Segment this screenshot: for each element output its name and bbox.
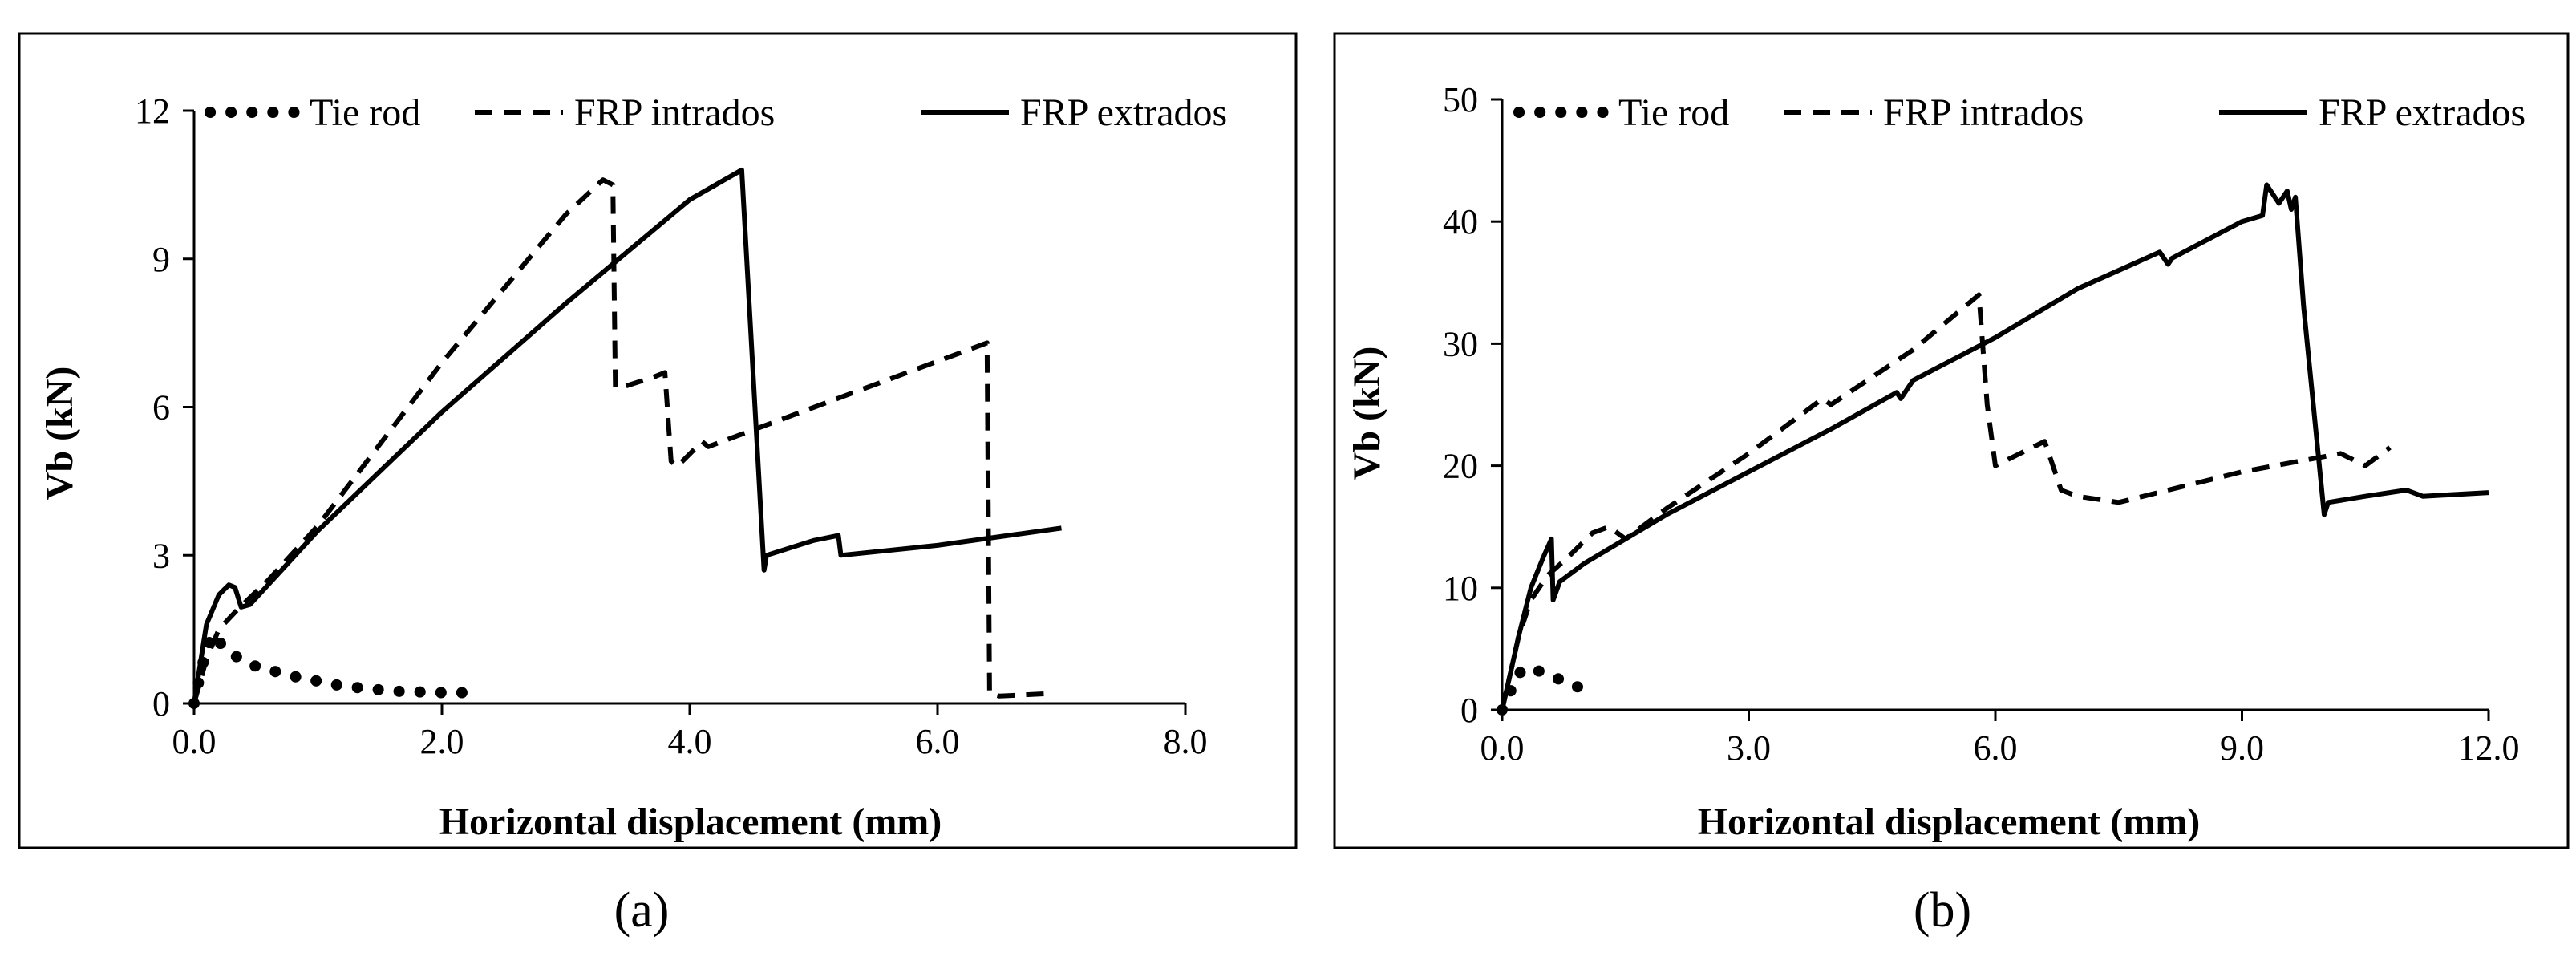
- y-tick-label: 0: [1460, 691, 1478, 730]
- x-tick-label: 9.0: [2220, 728, 2264, 768]
- chart-b-ylabel: Vb (kN): [1346, 347, 1388, 480]
- y-tick-label: 9: [152, 240, 170, 279]
- legend-label-frp-extrados: FRP extrados: [2319, 91, 2525, 134]
- legend-label-frp-intrados: FRP intrados: [574, 91, 775, 134]
- x-tick-label: 3.0: [1727, 728, 1771, 768]
- x-tick-label: 4.0: [668, 722, 712, 761]
- chart-a-ylabel: Vb (kN): [38, 367, 81, 501]
- series-line-frp-intrados: [1500, 292, 2392, 711]
- y-tick-label: 12: [135, 91, 170, 131]
- chart-b-xlabel: Horizontal displacement (mm): [1698, 801, 2201, 843]
- chart-b-svg: 0.0 3.0 6.0 9.0 12.0 0 10 20 30 40 50 Horizontal d…: [1333, 32, 2570, 938]
- x-tick-label: 0.0: [172, 722, 217, 761]
- x-tick-label: 6.0: [916, 722, 960, 761]
- chart-b-plot-area: 0.0 3.0 6.0 9.0 12.0 0 10 20 30 40 50: [1443, 80, 2520, 768]
- x-tick-label: 2.0: [420, 722, 464, 761]
- y-tick-label: 20: [1443, 447, 1478, 486]
- legend-label-frp-extrados: FRP extrados: [1020, 91, 1227, 134]
- x-tick-label: 8.0: [1164, 722, 1208, 761]
- x-tick-label: 0.0: [1480, 728, 1525, 768]
- x-tick-label: 12.0: [2458, 728, 2520, 768]
- chart-a-caption: (a): [614, 883, 670, 938]
- chart-panel-b: 0.0 3.0 6.0 9.0 12.0 0 10 20 30 40 50 Horizontal d…: [1323, 0, 2576, 977]
- y-tick-label: 30: [1443, 324, 1478, 363]
- series-line-tie-rod: [188, 623, 479, 709]
- legend-label-tie-rod: Tie rod: [1618, 91, 1729, 134]
- y-tick-label: 40: [1443, 202, 1478, 241]
- series-line-tie-rod: [1497, 660, 1594, 716]
- chart-b-legend: Tie rod FRP intrados FRP extrados: [1513, 91, 2525, 134]
- series-line-frp-extrados: [192, 167, 1062, 704]
- y-tick-label: 0: [152, 684, 170, 724]
- y-tick-label: 3: [152, 536, 170, 575]
- chart-a-plot-area: 0.0 2.0 4.0 6.0 8.0 0 3 6 9 12: [135, 91, 1208, 761]
- chart-a-legend: Tie rod FRP intrados FRP extrados: [205, 91, 1227, 134]
- legend-label-tie-rod: Tie rod: [310, 91, 420, 134]
- chart-b-frame: [1333, 32, 2570, 849]
- y-tick-label: 50: [1443, 80, 1478, 120]
- y-tick-label: 6: [152, 388, 170, 428]
- series-line-frp-extrados: [1500, 182, 2489, 711]
- y-tick-label: 10: [1443, 569, 1478, 608]
- chart-a-xlabel: Horizontal displacement (mm): [439, 801, 942, 843]
- chart-b-caption: (b): [1914, 883, 1971, 938]
- legend-label-frp-intrados: FRP intrados: [1883, 91, 2084, 134]
- series-line-frp-intrados: [192, 177, 1050, 704]
- chart-a-frame: [18, 32, 1298, 849]
- chart-a-svg: 0.0 2.0 4.0 6.0 8.0 0 3 6 9 12 Horizontal displac…: [18, 32, 1298, 938]
- x-tick-label: 6.0: [1974, 728, 2018, 768]
- chart-panel-a: 0.0 2.0 4.0 6.0 8.0 0 3 6 9 12 Horizontal displac…: [18, 32, 1298, 938]
